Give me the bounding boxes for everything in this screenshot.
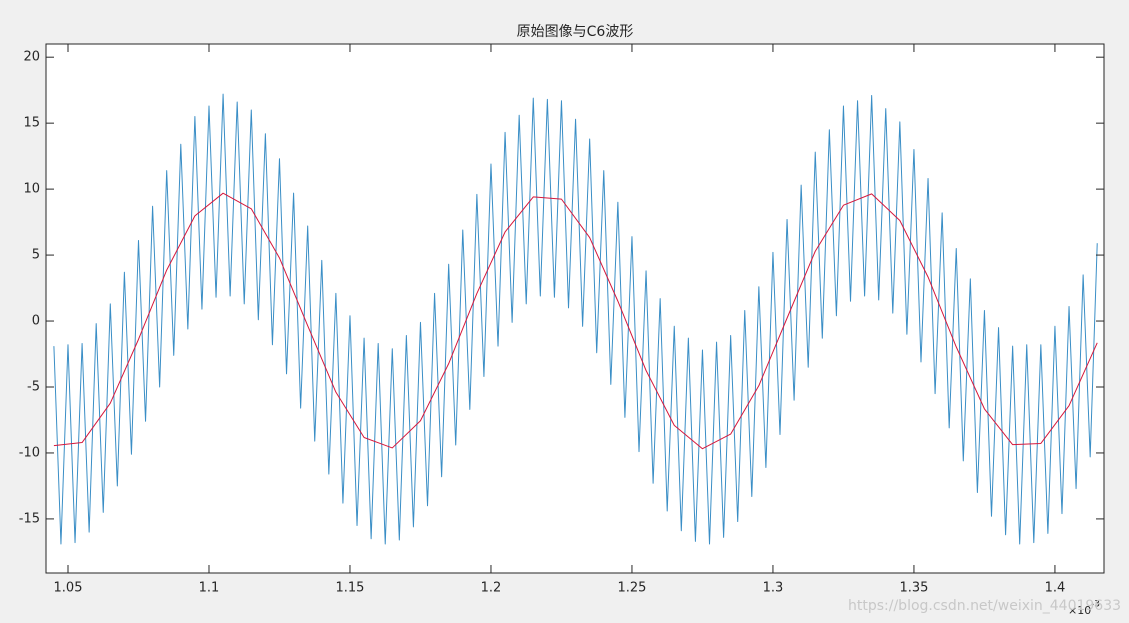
y-tick-label: 15 bbox=[23, 116, 40, 131]
y-tick-label: -5 bbox=[27, 379, 40, 394]
x-tick-label: 1.3 bbox=[763, 581, 784, 596]
y-tick-label: 10 bbox=[23, 182, 40, 197]
y-tick-label: -15 bbox=[19, 511, 40, 526]
series-line bbox=[53, 192, 1098, 450]
x-tick-label: 1.35 bbox=[899, 581, 928, 596]
x-tick-label: 1.2 bbox=[481, 581, 502, 596]
x-tick-label: 1.1 bbox=[199, 581, 220, 596]
y-tick-label: 20 bbox=[23, 50, 40, 65]
y-tick-label: 0 bbox=[32, 314, 40, 329]
plot-area bbox=[53, 93, 1098, 545]
y-tick-label: 5 bbox=[32, 248, 40, 263]
x-tick-label: 1.05 bbox=[54, 581, 83, 596]
y-tick-label: -10 bbox=[19, 445, 40, 460]
x-tick-label: 1.4 bbox=[1045, 581, 1066, 596]
x-tick-label: 1.25 bbox=[617, 581, 646, 596]
axes-box bbox=[45, 43, 1105, 574]
x-exponent-base: ×10 bbox=[1068, 604, 1091, 617]
x-tick-label: 1.15 bbox=[336, 581, 365, 596]
series-line bbox=[53, 93, 1098, 545]
watermark: https://blog.csdn.net/weixin_44019633 bbox=[848, 598, 1121, 614]
chart-title: 原始图像与C6波形 bbox=[517, 24, 634, 40]
x-exponent-power: -3 bbox=[1091, 600, 1100, 610]
